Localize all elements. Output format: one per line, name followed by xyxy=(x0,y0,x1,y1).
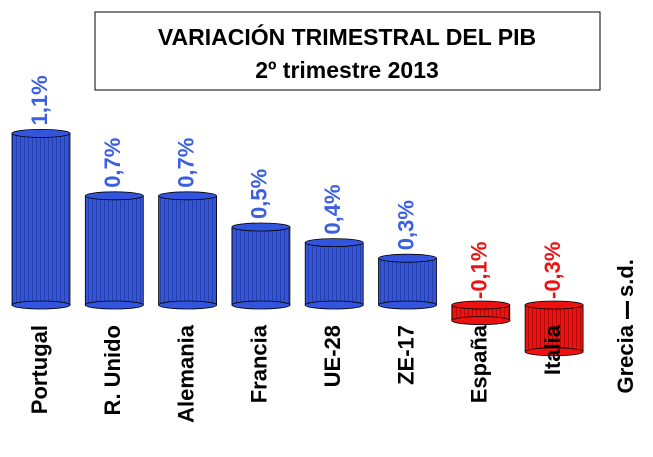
x-tick-label: Francia xyxy=(247,324,272,403)
bar xyxy=(524,300,584,357)
value-label: s.d. xyxy=(613,259,638,297)
title-box xyxy=(94,11,601,91)
bar xyxy=(451,300,511,326)
bar xyxy=(304,238,364,310)
value-label: 0,4% xyxy=(320,184,345,234)
value-label: -0,1% xyxy=(467,242,492,299)
x-tick-label: Grecia xyxy=(613,324,638,393)
x-tick-label: Portugal xyxy=(27,325,52,414)
x-tick-label: R. Unido xyxy=(100,325,125,415)
bar xyxy=(378,253,437,310)
value-label: 0,5% xyxy=(247,169,272,219)
x-tick-label: Alemania xyxy=(173,324,198,423)
x-tick-label: España xyxy=(467,324,492,403)
bar xyxy=(158,191,218,310)
chart-subtitle: 2º trimestre 2013 xyxy=(255,57,439,83)
bar xyxy=(231,222,291,310)
chart-title: VARIACIÓN TRIMESTRAL DEL PIB xyxy=(158,23,536,50)
value-label: 0,7% xyxy=(100,138,125,188)
x-tick-label: ZE-17 xyxy=(393,325,418,385)
value-label: 0,7% xyxy=(173,138,198,188)
x-tick-label: Italia xyxy=(540,324,565,375)
value-label: 1,1% xyxy=(27,75,52,125)
bar xyxy=(84,191,144,310)
bar xyxy=(11,128,71,310)
value-label: 0,3% xyxy=(393,200,418,250)
x-tick-label: UE-28 xyxy=(320,325,345,387)
value-label: -0,3% xyxy=(540,242,565,299)
